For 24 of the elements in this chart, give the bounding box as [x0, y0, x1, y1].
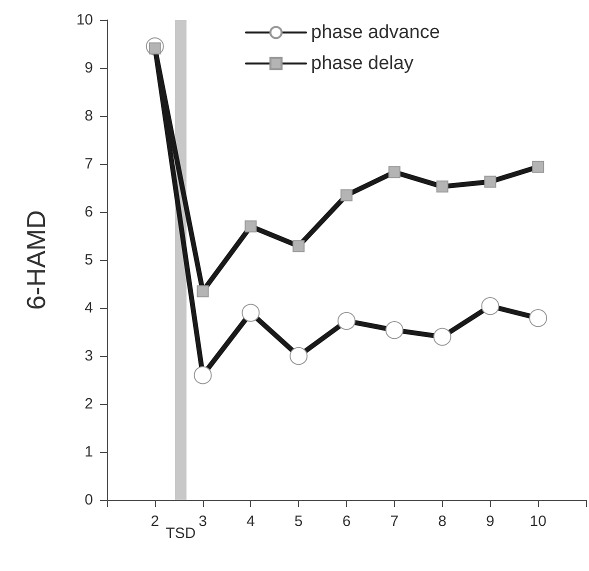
x-tick-label: 5: [294, 513, 303, 530]
x-tick-label: 3: [198, 513, 207, 530]
x-tick-label: 4: [246, 513, 255, 530]
y-tick-label: 6: [84, 204, 93, 220]
x-tick-label: 6: [342, 513, 351, 530]
y-tick-label: 5: [84, 252, 93, 268]
y-tick-label: 0: [84, 492, 93, 508]
x-tick-label: 7: [390, 513, 399, 530]
y-tick-label: 10: [76, 12, 93, 28]
y-tick-label: 8: [84, 108, 93, 124]
y-tick-label: 9: [84, 60, 93, 76]
y-tick-label: 3: [84, 348, 93, 364]
legend-label: phase delay: [311, 53, 414, 74]
band-label: TSD: [166, 525, 196, 542]
x-tick-label: 2: [150, 513, 160, 530]
x-tick-label: 10: [530, 513, 546, 530]
x-tick-label: 8: [438, 513, 446, 530]
y-tick-label: 2: [84, 396, 93, 412]
y-tick-label: 4: [84, 300, 93, 316]
y-tick-label: 1: [84, 444, 93, 460]
y-axis-title: 6-HAMD: [21, 210, 51, 310]
legend-label: phase advance: [311, 22, 440, 43]
x-tick-label: 9: [486, 513, 494, 530]
y-tick-label: 7: [84, 156, 93, 172]
